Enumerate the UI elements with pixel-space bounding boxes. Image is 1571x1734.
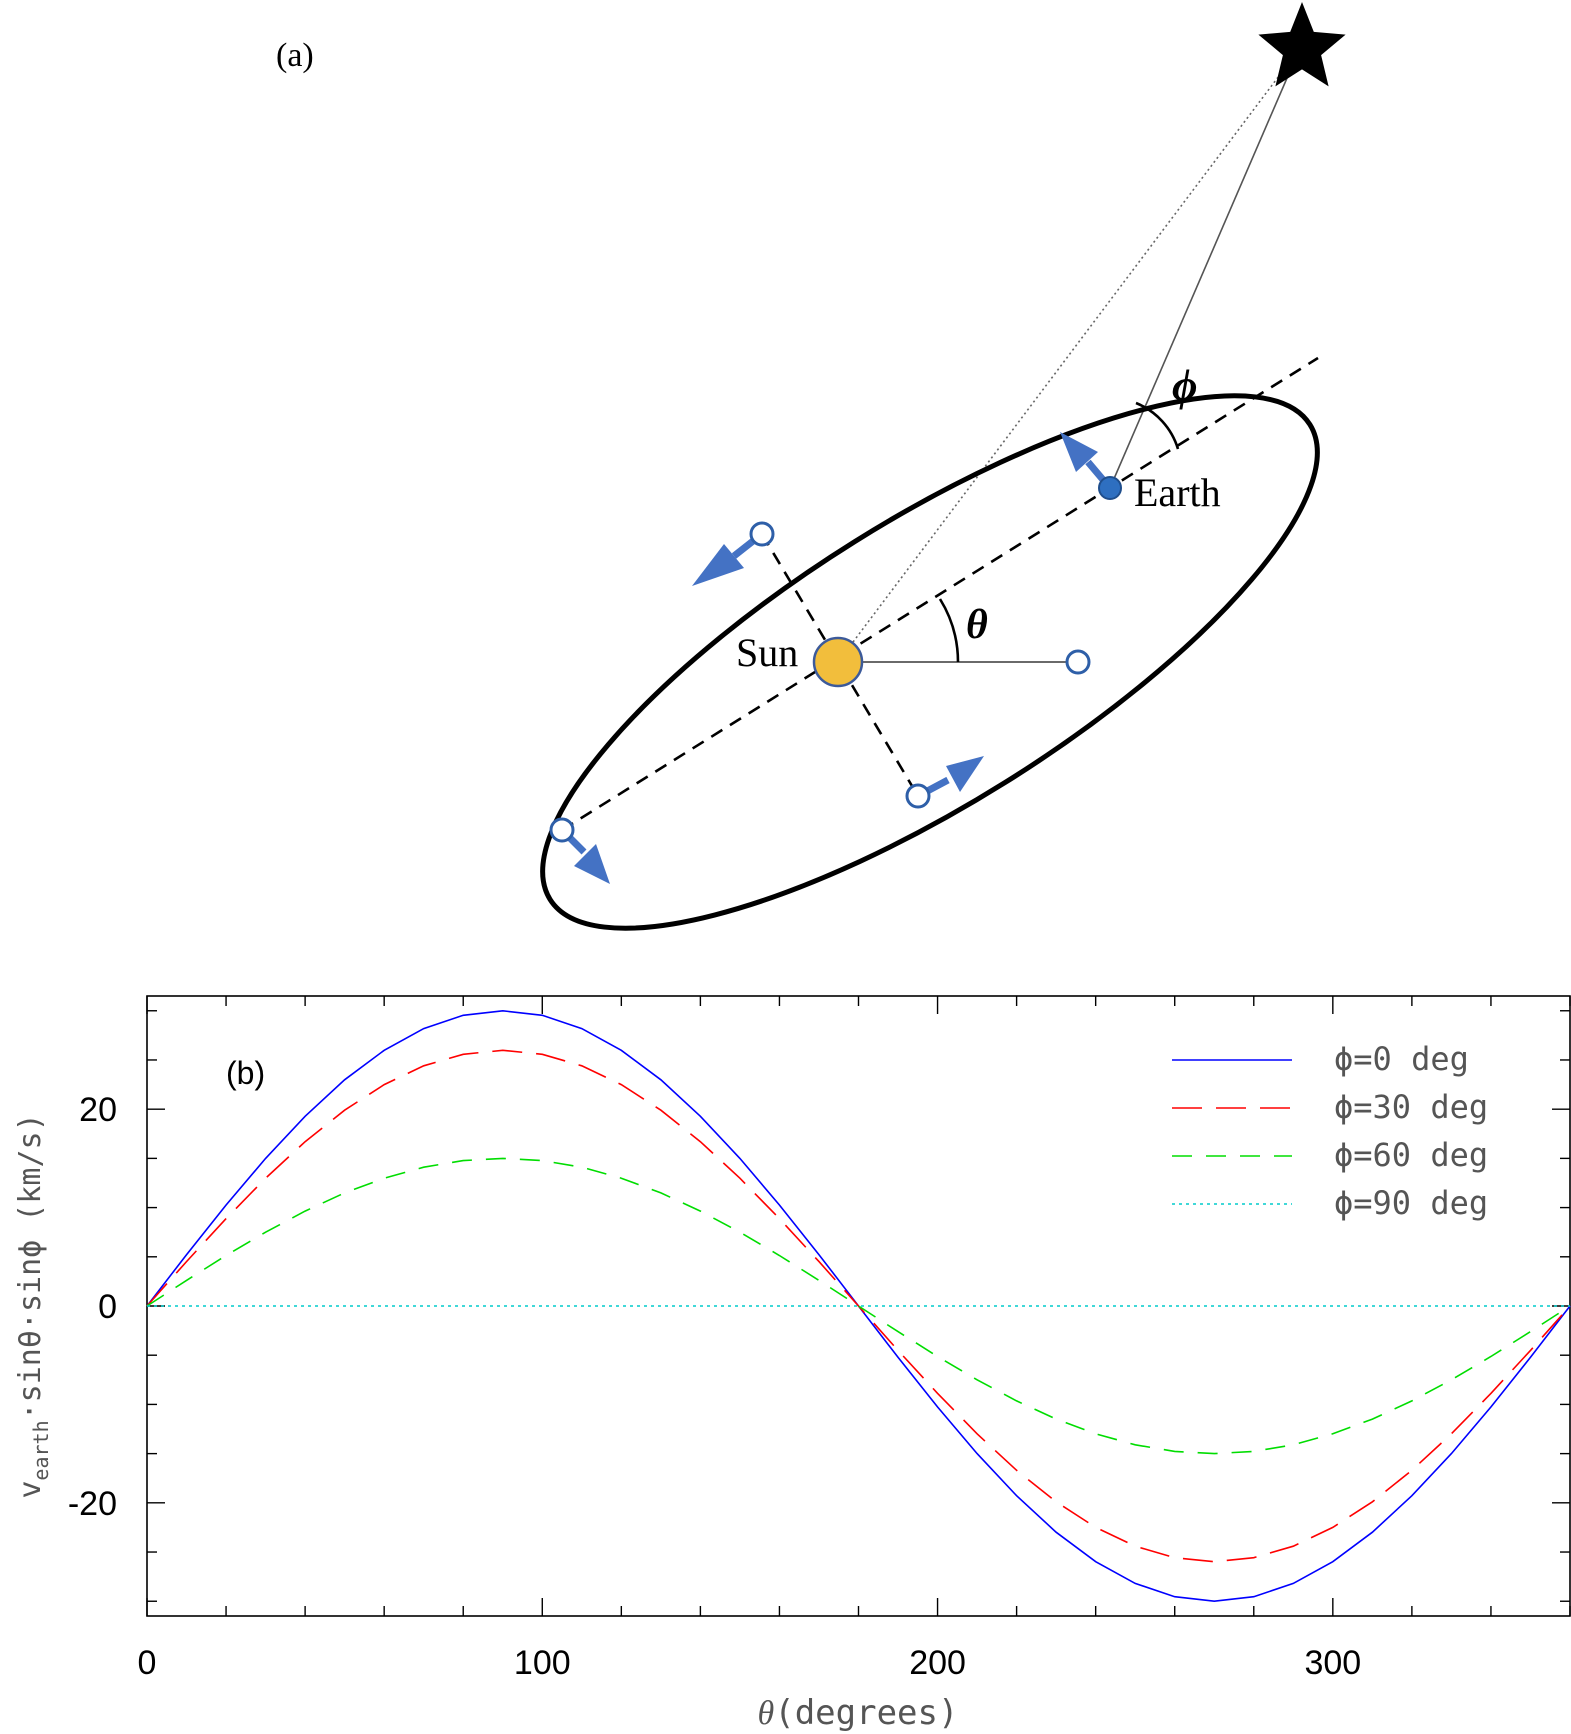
- earth-dot: [1098, 476, 1122, 500]
- series-line-2: [146, 1157, 1571, 1455]
- y-axis-title: vearth·sinθ·sinϕ (km/s): [13, 1113, 53, 1498]
- panel-b-label: (b): [226, 1055, 265, 1091]
- velocity-arrow-upper-left: [692, 531, 765, 586]
- series-lines: [146, 1009, 1571, 1603]
- theta-arc: [938, 598, 960, 663]
- panel-b: 0 100 200 300 -20 0 20 (b) ϕ=0 deg ϕ=30 deg ϕ=6…: [13, 995, 1571, 1733]
- legend-label: ϕ=60 deg: [1334, 1136, 1488, 1174]
- sight-line-sun-to-star: [837, 47, 1301, 663]
- star-icon: [1258, 2, 1346, 87]
- y-axis-title-sub: earth: [29, 1420, 53, 1480]
- y-axis-title-v: v: [13, 1481, 48, 1499]
- sun-label: Sun: [736, 630, 798, 675]
- sun: [812, 636, 864, 688]
- x-axis-title: θ(degrees): [758, 1693, 959, 1733]
- y-axis-title-rest: ·sinθ·sinϕ (km/s): [13, 1113, 48, 1420]
- earth-label: Earth: [1134, 470, 1221, 515]
- orbit-minor-axis: [760, 533, 920, 797]
- phi-arc: [1135, 401, 1180, 450]
- legend: ϕ=0 deg ϕ=30 deg ϕ=60 deg ϕ=90 deg: [1172, 1040, 1488, 1222]
- x-tick-label: 300: [1304, 1644, 1361, 1682]
- y-tick-label: 0: [98, 1288, 117, 1326]
- x-tick-label: 0: [138, 1644, 157, 1682]
- panel-a-label: (a): [276, 37, 314, 74]
- earth-orbit: [540, 393, 1320, 931]
- x-axis-title-symbol: θ: [758, 1695, 775, 1732]
- y-tick-label: 20: [79, 1091, 117, 1129]
- x-tick-label: 100: [514, 1644, 571, 1682]
- axis-ticks: [146, 996, 1571, 1616]
- y-tick-label: -20: [68, 1485, 117, 1523]
- legend-label: ϕ=90 deg: [1334, 1184, 1488, 1222]
- phi-symbol: ϕ: [1172, 361, 1197, 410]
- theta-symbol: θ: [966, 602, 988, 648]
- orbit-marker-upper-left: [749, 521, 775, 547]
- sight-line-earth-to-star: [1109, 47, 1301, 489]
- orbit-major-axis: [561, 356, 1319, 832]
- orbit-marker-lower-right: [905, 783, 931, 809]
- x-axis-title-text: (degrees): [774, 1693, 958, 1733]
- orbit-marker-right: [1065, 649, 1091, 675]
- legend-label: ϕ=30 deg: [1334, 1088, 1488, 1126]
- panel-a: (a) θ ϕ: [276, 2, 1346, 931]
- x-tick-labels: 0 100 200 300: [138, 1644, 1362, 1682]
- y-tick-labels: -20 0 20: [68, 1091, 117, 1523]
- orbit-marker-lower-left: [549, 817, 575, 843]
- series-line-1: [146, 1049, 1571, 1563]
- x-tick-label: 200: [909, 1644, 966, 1682]
- legend-label: ϕ=0 deg: [1334, 1040, 1469, 1078]
